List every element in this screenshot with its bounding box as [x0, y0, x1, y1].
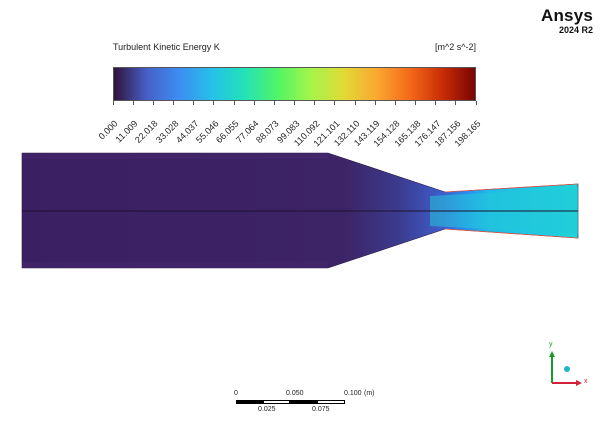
x-axis-arrow-icon	[576, 380, 582, 386]
scale-label-0075: 0.075	[312, 406, 330, 413]
legend-title: Turbulent Kinetic Energy K	[113, 42, 220, 52]
scale-label-0050: 0.050	[286, 390, 304, 397]
legend-tick-mark	[273, 101, 275, 105]
brand-logo-text: Ansys	[541, 6, 594, 25]
legend-tick-mark	[354, 101, 356, 105]
legend-tick-mark	[455, 101, 457, 105]
scale-segment-4	[317, 400, 345, 404]
scale-unit: (m)	[364, 390, 375, 397]
legend-tick-mark	[132, 101, 134, 105]
scale-segment-2	[263, 400, 290, 404]
y-axis-arrow-icon	[549, 351, 555, 357]
legend-tick-mark	[112, 101, 114, 105]
legend-tick-mark	[213, 101, 215, 105]
x-axis-label: x	[584, 378, 588, 385]
legend-tick-mark	[173, 101, 174, 105]
upper-pipe-band	[22, 153, 328, 159]
legend-tick-mark	[435, 101, 437, 105]
y-axis-label: y	[549, 341, 553, 348]
brand-version-label: 2024 R2	[558, 25, 593, 35]
scale-label-0025: 0.025	[258, 406, 276, 413]
legend-tick-mark	[374, 101, 376, 105]
legend-tick-mark	[233, 101, 235, 105]
legend-units: [m^2 s^-2]	[435, 42, 476, 52]
outlet-wall-bottom	[444, 228, 579, 239]
legend-tick-mark	[294, 101, 295, 105]
legend-tick-mark	[314, 101, 316, 105]
legend-tick-mark	[193, 101, 195, 105]
legend-tick-mark	[152, 101, 154, 105]
colormap-bar	[113, 67, 476, 101]
legend-tick-mark	[334, 101, 336, 105]
scale-segment-3	[290, 400, 317, 404]
scale-label-0100: 0.100	[344, 390, 362, 397]
scale-segment-1	[236, 400, 263, 404]
scale-bar: 0 0.050 0.100 (m) 0.025 0.075	[234, 390, 375, 420]
legend-tick-mark	[415, 101, 416, 105]
scale-label-0: 0	[234, 390, 238, 397]
lower-pipe-band	[22, 262, 328, 268]
legend-tick-mark	[394, 101, 396, 105]
legend-tick-mark	[253, 101, 255, 105]
outlet-wall-top	[444, 183, 579, 193]
legend-tick-mark	[475, 101, 477, 105]
z-axis-dot-icon	[564, 366, 570, 372]
axis-triad[interactable]: y x	[540, 341, 590, 390]
